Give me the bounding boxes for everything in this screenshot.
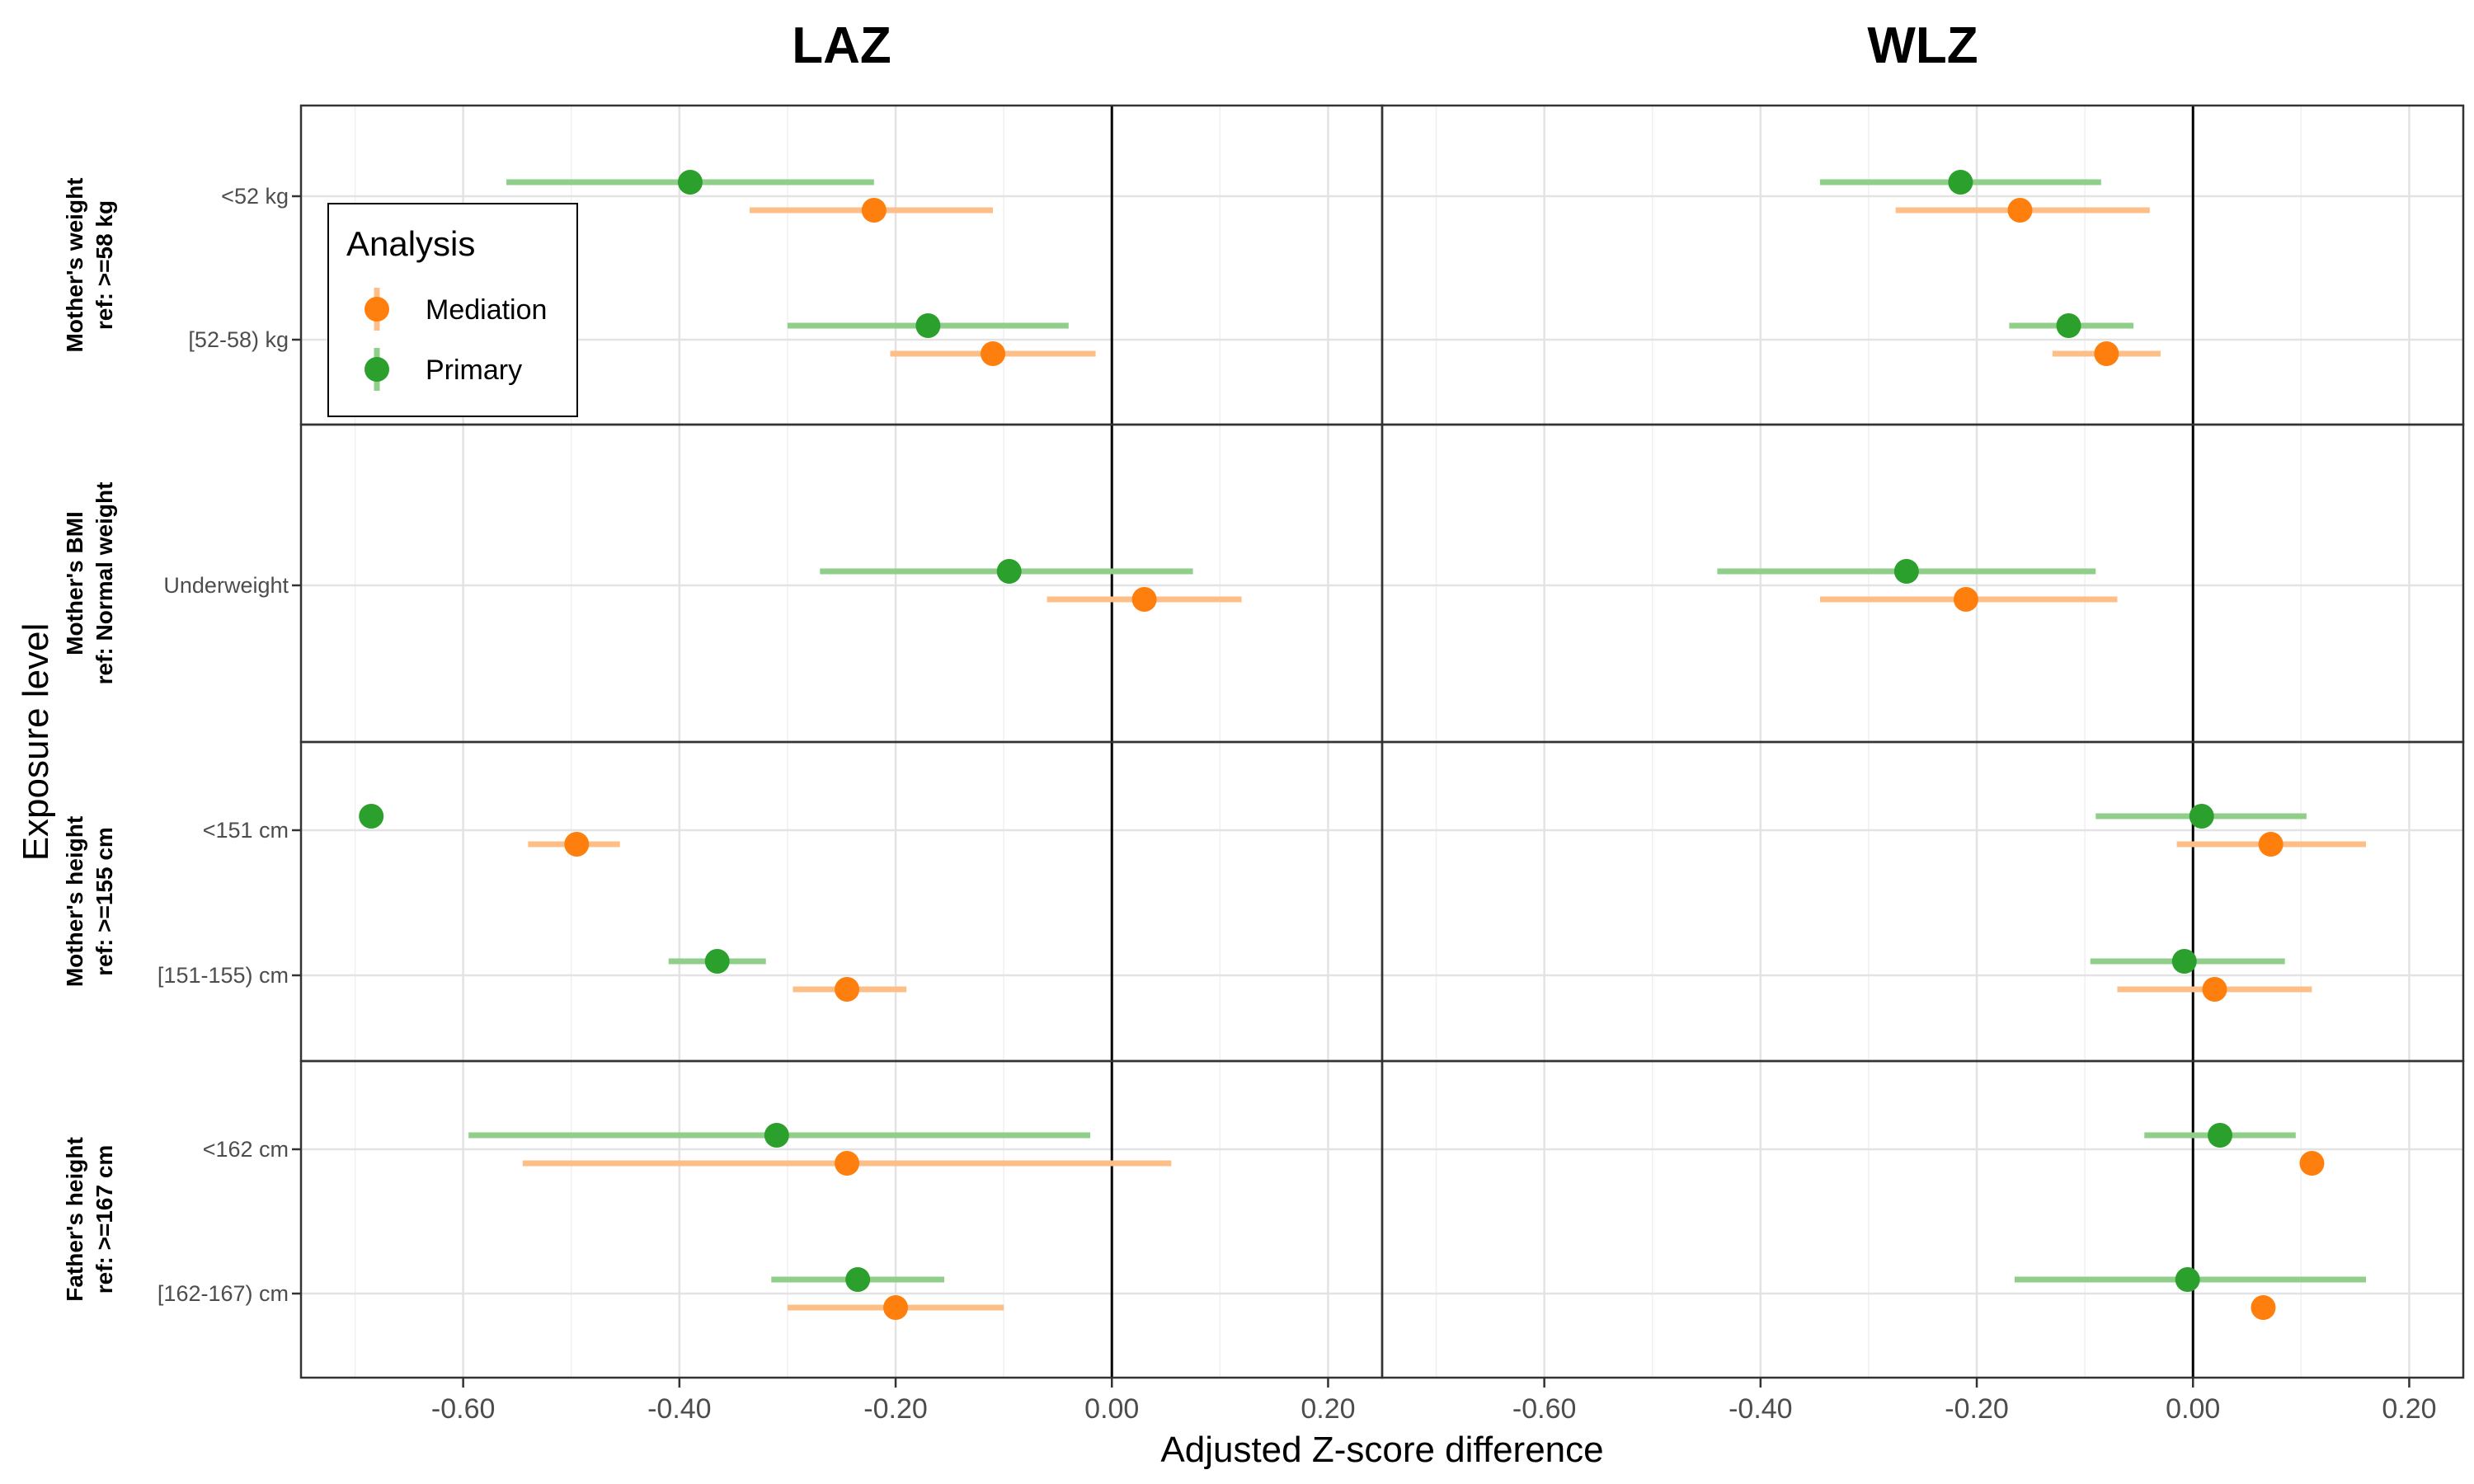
legend-point-swatch: [365, 357, 389, 382]
category-label-151-155-cm: [151-155) cm: [158, 963, 289, 988]
point-mediation-laz-mother-s-weight-52-kg: [861, 198, 887, 223]
point-primary-laz-father-s-height-162-cm: [764, 1123, 789, 1148]
point-primary-laz-mother-s-height-151-cm: [359, 804, 384, 829]
row-strip-line2: ref: >=58 kg: [92, 200, 117, 330]
point-mediation-wlz-mother-s-bmi-underweight: [1953, 587, 1978, 612]
x-tick-label: 0.20: [1300, 1393, 1355, 1425]
point-mediation-wlz-father-s-height-162-cm: [2299, 1151, 2325, 1176]
row-strip-line2: ref: >=155 cm: [92, 827, 117, 976]
column-title-laz: LAZ: [792, 17, 891, 74]
category-label-52-58-kg: [52-58) kg: [188, 327, 289, 352]
x-tick-label: -0.20: [1945, 1393, 2009, 1425]
row-strip-line1: Mother's weight: [62, 178, 87, 353]
point-mediation-wlz-mother-s-height-151-cm: [2258, 832, 2284, 857]
point-primary-laz-mother-s-height-151-155-cm: [704, 949, 730, 974]
row-strip-line1: Mother's BMI: [62, 511, 87, 655]
point-primary-laz-mother-s-weight-52-kg: [677, 170, 703, 195]
x-axis-title: Adjusted Z-score difference: [1160, 1430, 1603, 1470]
category-label-162-167-cm: [162-167) cm: [158, 1281, 289, 1306]
point-primary-laz-father-s-height-162-167-cm: [845, 1267, 871, 1292]
row-strip-line1: Father's height: [62, 1137, 87, 1302]
panel-border: [1380, 1059, 2465, 1379]
point-primary-laz-mother-s-weight-52-58-kg: [915, 313, 941, 338]
x-tick-label: -0.20: [863, 1393, 928, 1425]
x-tick-label: 0.00: [2166, 1393, 2220, 1425]
legend-label-mediation: Mediation: [426, 294, 547, 326]
category-label-162-cm: <162 cm: [203, 1137, 289, 1162]
category-label-underweight: Underweight: [163, 573, 289, 598]
row-strip-line1: Mother's height: [62, 816, 87, 987]
point-primary-laz-mother-s-bmi-underweight: [996, 559, 1022, 584]
point-mediation-wlz-mother-s-weight-52-58-kg: [2094, 341, 2119, 366]
confidence-interval-layer: [468, 179, 2367, 1311]
category-label-151-cm: <151 cm: [203, 818, 289, 843]
x-tick-label: -0.40: [1729, 1393, 1793, 1425]
legend-key-primary: [365, 348, 389, 391]
row-strip-mother-s-bmi: Mother's BMI ref: Normal weight: [62, 482, 117, 685]
point-mediation-laz-father-s-height-162-cm: [835, 1151, 860, 1176]
point-mediation-laz-mother-s-height-151-cm: [564, 832, 590, 857]
row-strip-mother-s-weight: Mother's weight ref: >=58 kg: [62, 178, 117, 353]
row-strip-line2: ref: Normal weight: [92, 482, 117, 685]
estimate-point-layer: [359, 170, 2325, 1320]
category-label-52-kg: <52 kg: [221, 184, 289, 209]
point-primary-wlz-mother-s-height-151-155-cm: [2171, 949, 2197, 974]
row-strip-father-s-height: Father's height ref: >=167 cm: [62, 1137, 117, 1302]
panel-frame-layer: [292, 104, 2465, 1388]
legend-title: Analysis: [346, 224, 475, 263]
point-mediation-laz-father-s-height-162-167-cm: [883, 1295, 909, 1320]
point-primary-wlz-father-s-height-162-cm: [2208, 1123, 2233, 1148]
legend-point-swatch: [365, 297, 389, 322]
label-layer: LAZ WLZ Adjusted Z-score difference Expo…: [16, 17, 2437, 1470]
point-mediation-laz-mother-s-height-151-155-cm: [835, 977, 860, 1002]
column-title-wlz: WLZ: [1867, 17, 1978, 74]
legend: Analysis Mediation Primary: [327, 203, 578, 417]
legend-key-mediation: [365, 288, 389, 331]
point-mediation-wlz-mother-s-weight-52-kg: [2007, 198, 2033, 223]
point-primary-wlz-mother-s-weight-52-58-kg: [2056, 313, 2081, 338]
row-strip-line2: ref: >=167 cm: [92, 1145, 117, 1294]
x-tick-label: -0.40: [647, 1393, 712, 1425]
point-primary-wlz-mother-s-height-151-cm: [2189, 804, 2214, 829]
x-tick-label: -0.60: [1512, 1393, 1577, 1425]
y-axis-title: Exposure level: [16, 623, 56, 862]
point-mediation-wlz-father-s-height-162-167-cm: [2251, 1295, 2276, 1320]
legend-label-primary: Primary: [426, 355, 522, 386]
point-mediation-laz-mother-s-bmi-underweight: [1131, 587, 1157, 612]
x-tick-label: 0.00: [1084, 1393, 1139, 1425]
x-tick-label: 0.20: [2382, 1393, 2436, 1425]
point-primary-wlz-father-s-height-162-167-cm: [2175, 1267, 2200, 1292]
point-mediation-wlz-mother-s-height-151-155-cm: [2202, 977, 2227, 1002]
point-primary-wlz-mother-s-weight-52-kg: [1948, 170, 1973, 195]
point-primary-wlz-mother-s-bmi-underweight: [1893, 559, 1919, 584]
x-tick-label: -0.60: [431, 1393, 496, 1425]
point-mediation-laz-mother-s-weight-52-58-kg: [981, 341, 1006, 366]
row-strip-mother-s-height: Mother's height ref: >=155 cm: [62, 816, 117, 987]
